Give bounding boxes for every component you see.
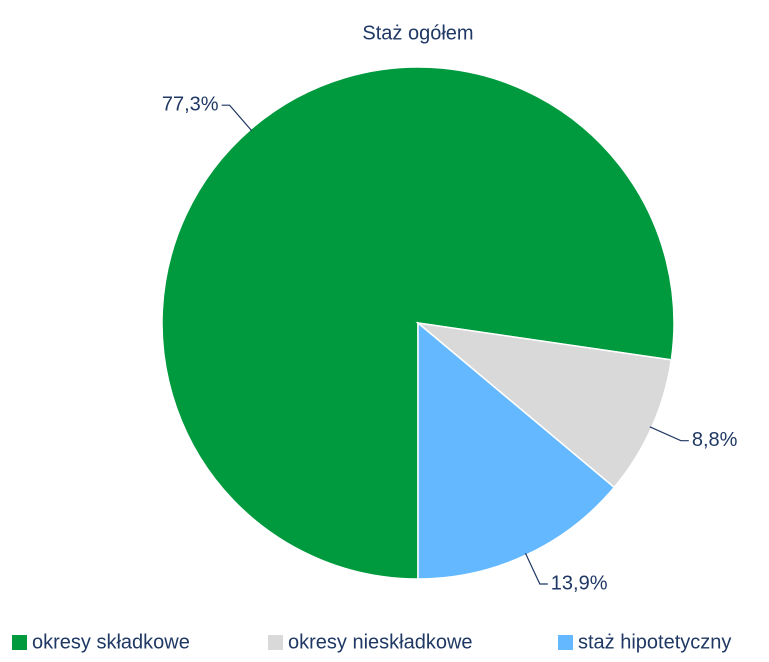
- leader-line: [649, 426, 689, 442]
- legend-label: okresy składkowe: [32, 631, 190, 653]
- legend-swatch: [268, 635, 283, 650]
- legend-label: okresy nieskładkowe: [288, 631, 473, 653]
- legend-swatch: [558, 635, 573, 650]
- data-label: 13,9%: [551, 572, 608, 594]
- data-label: 8,8%: [692, 429, 738, 451]
- leader-line: [221, 104, 253, 132]
- leader-line: [524, 552, 548, 585]
- legend-label: staż hipotetyczny: [578, 631, 731, 653]
- data-label: 77,3%: [162, 93, 219, 115]
- chart-title: Staż ogółem: [362, 22, 473, 44]
- legend-swatch: [12, 635, 27, 650]
